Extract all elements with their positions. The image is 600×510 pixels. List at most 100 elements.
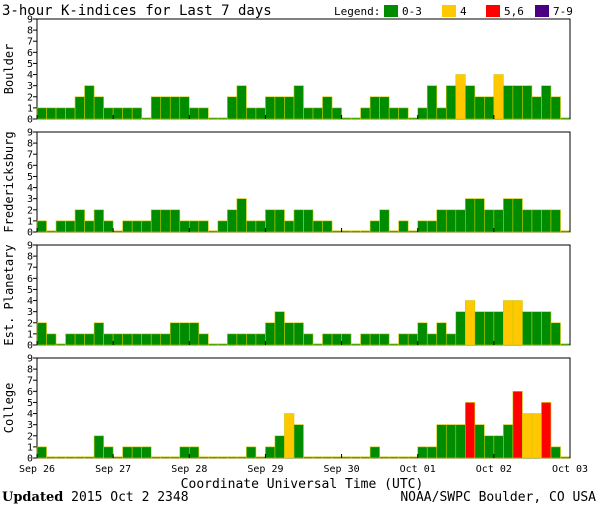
k-bar [284,322,295,346]
k-bar [131,220,142,233]
k-bar [93,435,104,459]
y-tick-label: 4 [27,409,33,420]
k-bar [350,230,361,233]
y-tick-label: 8 [27,365,33,376]
k-bar [493,435,504,459]
k-bar [265,446,276,459]
y-tick-label: 7 [27,37,33,48]
y-tick-label: 7 [27,376,33,387]
y-tick-label: 6 [27,48,33,59]
k-bar [236,456,247,459]
k-bar [503,85,514,120]
legend-label: 7-9 [553,5,573,18]
y-tick-label: 9 [27,354,33,365]
k-bar [379,209,390,233]
k-bar [465,300,476,346]
k-bar [284,220,295,233]
k-bar [550,322,561,346]
k-bar [560,343,571,346]
k-bar [236,85,247,120]
k-bar [74,456,85,459]
k-bar [503,300,514,346]
k-bar [541,209,552,233]
k-bar [227,333,238,346]
k-bar [112,107,123,120]
k-bar [217,220,228,233]
y-tick-label: 9 [27,128,33,139]
k-bar [150,96,162,120]
k-bar [179,96,190,120]
k-bar [103,333,114,346]
y-tick-label: 0 [27,341,33,352]
k-bar [284,96,295,120]
k-bar [312,107,323,120]
k-bar [531,209,542,233]
k-bar [474,311,485,346]
k-bar [312,343,323,346]
k-bar [369,446,380,459]
x-tick-label: Oct 01 [400,464,436,475]
k-bar [331,107,342,120]
k-bar [503,424,514,459]
x-axis: Sep 26 Sep 27 Sep 28 Sep 29 Sep 30 Oct 01 Oct … [19,464,588,475]
k-bar [322,220,333,233]
updated-stamp: Updated 2015 Oct 2 2348 [2,490,189,505]
k-bar [322,333,333,346]
k-bar [417,220,428,233]
y-tick-label: 3 [27,81,33,92]
k-bar [65,456,76,459]
k-bar [227,96,238,120]
k-bar [379,96,390,120]
k-bar [55,343,66,346]
k-bar [303,209,314,233]
k-bar [474,198,485,233]
k-bar [208,343,219,346]
y-tick-label: 5 [27,59,33,70]
k-bar [484,435,495,459]
k-bar [169,322,181,346]
legend-swatch [384,5,398,17]
k-bar [388,230,399,233]
k-bar [65,333,76,346]
k-bar [208,117,219,120]
y-tick-label: 1 [27,442,33,453]
k-bar [198,220,209,233]
panel-name: Boulder [2,44,16,95]
k-bar [541,85,552,120]
k-bar [512,300,523,346]
k-bar [103,220,114,233]
source-credit: NOAA/SWPC Boulder, CO USA [400,490,596,505]
y-tick-label: 5 [27,172,33,183]
k-bar [484,311,495,346]
legend-swatch [535,5,549,17]
k-bar [55,107,66,120]
k-bar [74,96,85,120]
panel-name: Est. Planetary [2,244,16,345]
k-bar [512,85,523,120]
k-bar [208,230,219,233]
k-bar [560,117,571,120]
legend-label: 5,6 [504,5,524,18]
k-bar [284,413,295,459]
y-tick-label: 3 [27,420,33,431]
y-tick-label: 4 [27,70,33,81]
x-tick-label: Oct 02 [476,464,512,475]
k-bar [122,107,133,120]
k-bar [465,198,476,233]
k-bar [150,333,162,346]
k-bar [522,85,533,120]
k-bar [474,424,485,459]
k-bar [160,96,171,120]
legend-label: 4 [460,5,467,18]
k-bar [188,107,200,120]
k-bar [141,220,152,233]
y-tick-label: 8 [27,252,33,263]
k-bar [541,311,552,346]
y-tick-label: 4 [27,183,33,194]
k-bar [255,220,266,233]
k-bar [227,209,238,233]
panel-name: Fredericksburg [2,131,16,232]
k-bar [303,107,314,120]
